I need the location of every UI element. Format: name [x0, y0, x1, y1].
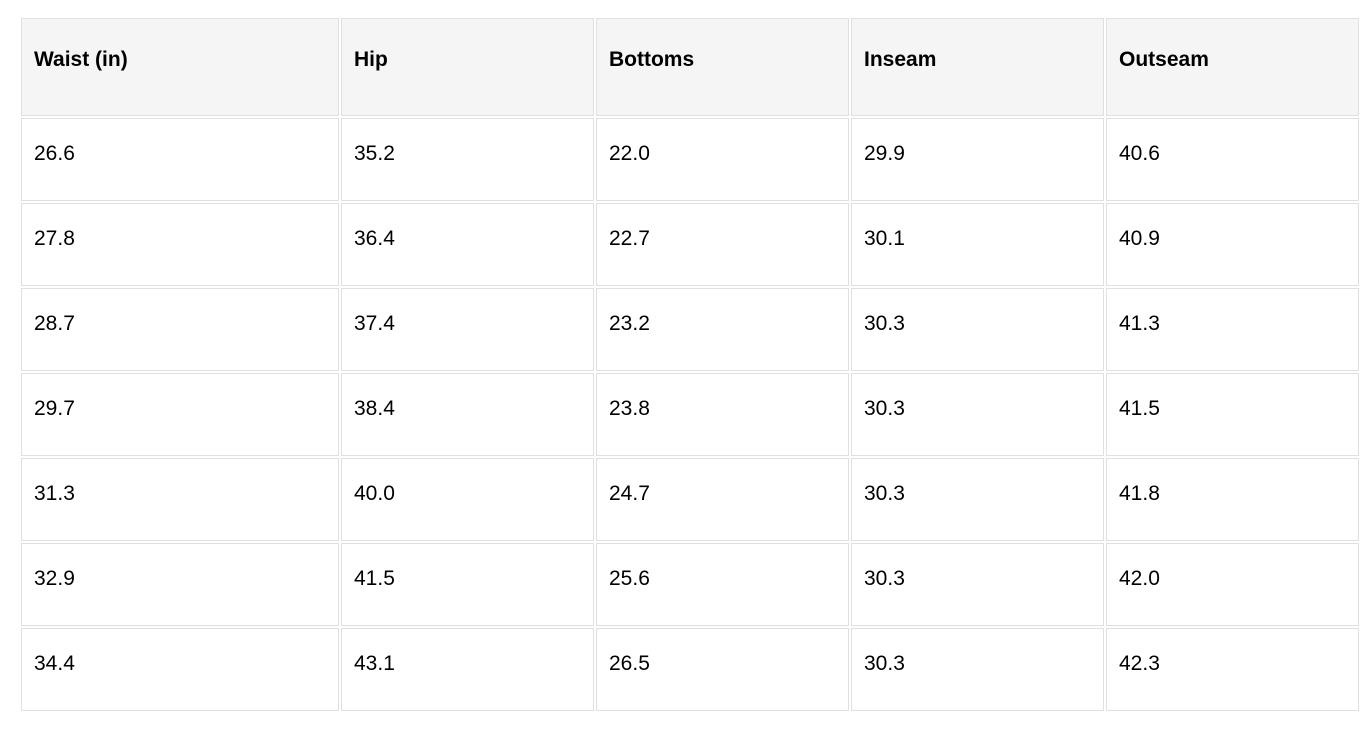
column-header-outseam: Outseam	[1106, 18, 1359, 116]
cell-hip: 43.1	[341, 628, 594, 711]
cell-waist: 29.7	[21, 373, 339, 456]
cell-waist: 32.9	[21, 543, 339, 626]
cell-hip: 35.2	[341, 118, 594, 201]
cell-inseam: 30.3	[851, 543, 1104, 626]
cell-inseam: 30.3	[851, 373, 1104, 456]
cell-outseam: 41.8	[1106, 458, 1359, 541]
cell-outseam: 41.3	[1106, 288, 1359, 371]
table-row: 27.8 36.4 22.7 30.1 40.9	[21, 203, 1359, 286]
cell-waist: 26.6	[21, 118, 339, 201]
cell-bottoms: 26.5	[596, 628, 849, 711]
table-row: 34.4 43.1 26.5 30.3 42.3	[21, 628, 1359, 711]
cell-waist: 34.4	[21, 628, 339, 711]
cell-inseam: 29.9	[851, 118, 1104, 201]
cell-bottoms: 24.7	[596, 458, 849, 541]
cell-bottoms: 23.2	[596, 288, 849, 371]
table-row: 28.7 37.4 23.2 30.3 41.3	[21, 288, 1359, 371]
cell-hip: 40.0	[341, 458, 594, 541]
column-header-waist: Waist (in)	[21, 18, 339, 116]
cell-inseam: 30.3	[851, 628, 1104, 711]
cell-hip: 37.4	[341, 288, 594, 371]
cell-hip: 36.4	[341, 203, 594, 286]
header-row: Waist (in) Hip Bottoms Inseam Outseam	[21, 18, 1359, 116]
cell-hip: 41.5	[341, 543, 594, 626]
table-row: 32.9 41.5 25.6 30.3 42.0	[21, 543, 1359, 626]
cell-inseam: 30.3	[851, 288, 1104, 371]
cell-bottoms: 23.8	[596, 373, 849, 456]
cell-waist: 31.3	[21, 458, 339, 541]
column-header-inseam: Inseam	[851, 18, 1104, 116]
cell-waist: 27.8	[21, 203, 339, 286]
cell-bottoms: 25.6	[596, 543, 849, 626]
cell-bottoms: 22.0	[596, 118, 849, 201]
cell-outseam: 40.9	[1106, 203, 1359, 286]
size-chart-table: Waist (in) Hip Bottoms Inseam Outseam 26…	[19, 16, 1361, 713]
cell-outseam: 42.3	[1106, 628, 1359, 711]
table-row: 31.3 40.0 24.7 30.3 41.8	[21, 458, 1359, 541]
column-header-hip: Hip	[341, 18, 594, 116]
cell-outseam: 40.6	[1106, 118, 1359, 201]
cell-waist: 28.7	[21, 288, 339, 371]
column-header-bottoms: Bottoms	[596, 18, 849, 116]
cell-bottoms: 22.7	[596, 203, 849, 286]
cell-inseam: 30.3	[851, 458, 1104, 541]
cell-outseam: 42.0	[1106, 543, 1359, 626]
cell-outseam: 41.5	[1106, 373, 1359, 456]
cell-hip: 38.4	[341, 373, 594, 456]
table-row: 26.6 35.2 22.0 29.9 40.6	[21, 118, 1359, 201]
table-row: 29.7 38.4 23.8 30.3 41.5	[21, 373, 1359, 456]
cell-inseam: 30.1	[851, 203, 1104, 286]
